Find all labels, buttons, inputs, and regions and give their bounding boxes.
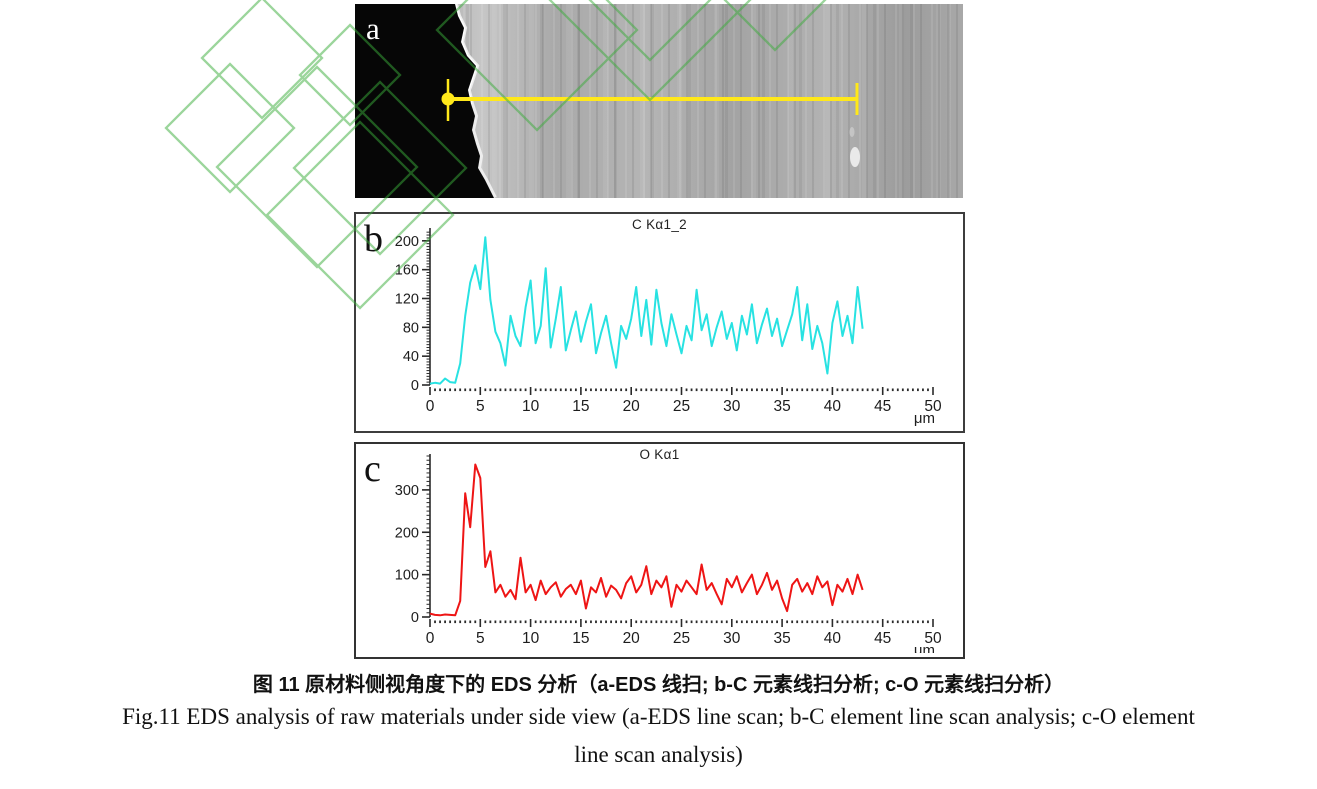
panel-label-c: c bbox=[364, 448, 381, 490]
eds-scan-line bbox=[441, 79, 859, 121]
sem-bright-spot bbox=[850, 147, 860, 167]
data-line bbox=[429, 236, 864, 385]
y-axis bbox=[422, 454, 431, 618]
chart-title-carbon: C Kα1_2 bbox=[632, 217, 687, 232]
y-tick-label: 80 bbox=[403, 320, 419, 336]
chart-title-oxygen: O Kα1 bbox=[639, 447, 680, 462]
chart-panel-carbon: b C Kα1_2 0 40 80 120 160 200 0 5 10 15 20 25 30 35 40… bbox=[354, 212, 965, 433]
x-axis-unit: μm bbox=[914, 642, 935, 653]
data-line bbox=[429, 463, 864, 617]
x-axis bbox=[429, 387, 934, 395]
y-axis bbox=[422, 228, 431, 386]
y-tick-label: 200 bbox=[395, 234, 419, 250]
x-tick-label: 15 bbox=[572, 398, 589, 415]
panel-label-a: a bbox=[366, 11, 380, 46]
x-axis-unit: μm bbox=[914, 410, 935, 427]
y-tick-label: 0 bbox=[411, 378, 419, 394]
x-tick-label: 25 bbox=[673, 630, 690, 647]
x-tick-label: 45 bbox=[874, 630, 891, 647]
x-tick-label: 35 bbox=[773, 630, 790, 647]
x-tick-label: 15 bbox=[572, 630, 589, 647]
x-tick-label: 50 bbox=[924, 398, 942, 415]
watermark-diamond bbox=[164, 62, 296, 194]
caption-english-line1: Fig.11 EDS analysis of raw materials und… bbox=[122, 704, 1195, 729]
x-tick-label: 5 bbox=[476, 630, 485, 647]
x-axis bbox=[429, 619, 934, 627]
x-tick-label: 30 bbox=[723, 630, 741, 647]
x-tick-label: 5 bbox=[476, 398, 485, 415]
sem-bright-spot-small bbox=[849, 127, 855, 137]
y-tick-label: 300 bbox=[395, 483, 419, 499]
x-tick-label: 50 bbox=[924, 630, 942, 647]
x-tick-label: 0 bbox=[426, 398, 435, 415]
x-tick-label: 45 bbox=[874, 398, 891, 415]
x-tick-label: 25 bbox=[673, 398, 690, 415]
x-tick-label: 30 bbox=[723, 398, 741, 415]
y-tick-label: 0 bbox=[411, 610, 419, 626]
x-tick-label: 20 bbox=[623, 630, 641, 647]
sem-image-overlay bbox=[355, 4, 860, 198]
caption-english-line2: line scan analysis) bbox=[574, 742, 743, 767]
y-tick-label: 200 bbox=[395, 525, 419, 541]
chart-panel-oxygen: c O Kα1 0 100 200 300 0 5 10 15 20 25 30 35 40 45 50 μm bbox=[354, 442, 965, 659]
x-tick-label: 35 bbox=[773, 398, 790, 415]
x-tick-label: 40 bbox=[824, 398, 842, 415]
x-tick-label: 10 bbox=[522, 398, 540, 415]
x-tick-label: 0 bbox=[426, 630, 435, 647]
y-tick-label: 100 bbox=[395, 568, 419, 584]
y-tick-label: 40 bbox=[403, 349, 419, 365]
y-tick-label: 120 bbox=[395, 291, 419, 307]
x-tick-label: 10 bbox=[522, 630, 540, 647]
watermark-diamond bbox=[200, 0, 324, 120]
x-tick-label: 40 bbox=[824, 630, 842, 647]
x-tick-label: 20 bbox=[623, 398, 641, 415]
y-tick-label: 160 bbox=[395, 263, 419, 279]
caption-chinese: 图 11 原材料侧视角度下的 EDS 分析（a-EDS 线扫; b-C 元素线扫… bbox=[252, 674, 1065, 696]
sem-image-panel: a bbox=[355, 4, 963, 198]
